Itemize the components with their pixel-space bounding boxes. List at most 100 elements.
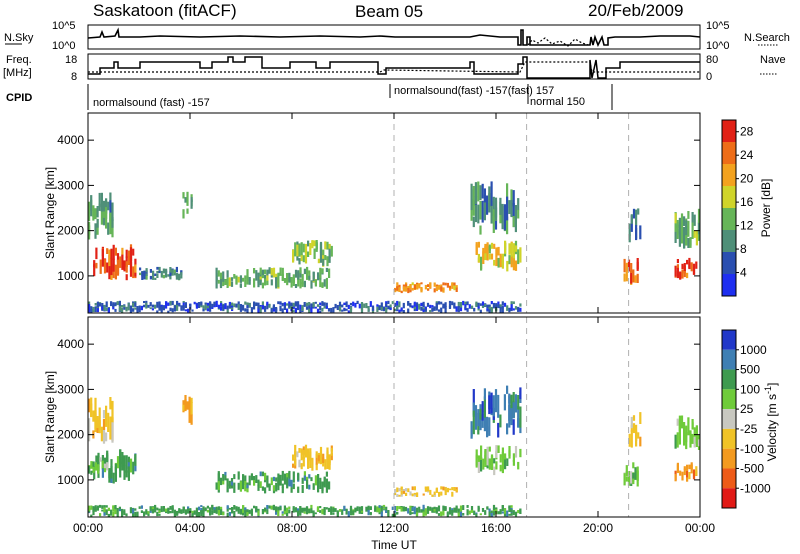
echo-cell [422, 511, 425, 517]
echo-cell [422, 304, 425, 308]
colorbar-label: Power [dB] [759, 179, 773, 238]
station-title: Saskatoon (fitACF) [93, 1, 237, 20]
echo-cell [314, 475, 317, 486]
echo-cell [508, 414, 511, 428]
echo-cell [376, 306, 379, 312]
echo-cell [420, 509, 423, 513]
echo-cell [490, 200, 493, 224]
echo-cell [300, 254, 303, 262]
echo-cell [405, 287, 408, 292]
echo-cell [420, 282, 423, 285]
echo-cell [336, 511, 339, 517]
echo-cell [676, 224, 679, 233]
echo-cell [156, 270, 159, 274]
echo-cell [266, 301, 269, 306]
echo-cell [257, 508, 260, 511]
echo-cell [110, 301, 113, 307]
colorbar-tick-label: 16 [740, 195, 754, 209]
echo-cell [691, 212, 694, 223]
echo-cell [90, 464, 93, 469]
echo-cell [325, 507, 328, 510]
echo-cell [237, 508, 240, 514]
echo-cell [444, 490, 447, 496]
nsearch-tick-bottom: 10^0 [706, 40, 730, 52]
echo-cell [325, 302, 328, 309]
echo-cell [145, 273, 148, 276]
echo-cell [239, 512, 242, 515]
echo-cell [224, 475, 227, 481]
echo-cell [488, 304, 491, 310]
echo-cell [101, 248, 104, 267]
echo-cell [497, 511, 500, 515]
echo-cell [492, 209, 495, 222]
echo-cell [182, 509, 185, 514]
echo-cell [167, 509, 170, 514]
echo-cell [319, 243, 323, 252]
echo-cell [324, 241, 327, 250]
echo-cell [102, 410, 106, 419]
echo-cell [116, 512, 119, 517]
echo-cell [233, 505, 236, 510]
echo-cell [110, 509, 113, 516]
echo-cell [676, 462, 679, 473]
echo-cell [438, 493, 441, 496]
echo-cell [349, 302, 353, 306]
echo-cell [301, 485, 304, 493]
echo-cell [143, 270, 146, 277]
echo-cell [683, 427, 686, 446]
echo-cell [503, 302, 507, 307]
power-colorbar: 4 8 12 16 20 24 28 Power [dB] [721, 119, 773, 297]
echo-cell [630, 270, 633, 284]
echo-cell [100, 426, 103, 442]
echo-cell [424, 486, 427, 492]
echo-cell [310, 307, 313, 313]
echo-cell [512, 301, 515, 304]
echo-cell [235, 275, 238, 284]
colorbar-swatch [722, 252, 736, 274]
echo-cell [299, 278, 302, 289]
echo-cell [298, 448, 301, 453]
echo-cell [369, 301, 372, 307]
echo-cell [512, 402, 515, 419]
echo-cell [97, 452, 100, 466]
echo-cell [292, 302, 295, 307]
colorbar-swatch [722, 230, 736, 252]
echo-cell [288, 478, 291, 487]
echo-cell [105, 505, 108, 508]
echo-cell [512, 308, 515, 311]
echo-cell [483, 396, 486, 418]
echo-region [475, 240, 522, 272]
echo-cell [111, 202, 114, 221]
echo-cell [470, 305, 474, 309]
echo-cell [475, 455, 478, 466]
echo-cell [90, 514, 93, 517]
echo-cell [307, 456, 310, 469]
echo-cell [693, 427, 696, 437]
echo-cell [374, 508, 377, 512]
echo-cell [259, 471, 262, 477]
echo-cell [313, 240, 316, 247]
echo-cell [116, 456, 120, 469]
echo-cell [676, 264, 679, 269]
cpid-segment-label: normalsound (fast) -157 [93, 97, 210, 109]
echo-cell [683, 216, 686, 226]
echo-cell [508, 505, 511, 509]
echo-cell [307, 240, 310, 247]
echo-cell [264, 278, 267, 286]
echo-cell [687, 238, 690, 248]
echo-cell [514, 511, 518, 517]
echo-cell [277, 506, 280, 511]
echo-cell [96, 206, 99, 218]
echo-cell [228, 304, 231, 309]
echo-cell [99, 259, 102, 274]
echo-cell [674, 474, 677, 482]
y-tick-label: 2000 [57, 224, 84, 238]
echo-cell [303, 304, 306, 306]
echo-cell [211, 505, 214, 510]
echo-cell [510, 304, 513, 310]
echo-cell [259, 306, 262, 313]
colorbar-swatch [722, 468, 736, 489]
echo-cell [494, 197, 498, 221]
echo-cell [464, 301, 467, 305]
echo-cell [226, 309, 229, 313]
